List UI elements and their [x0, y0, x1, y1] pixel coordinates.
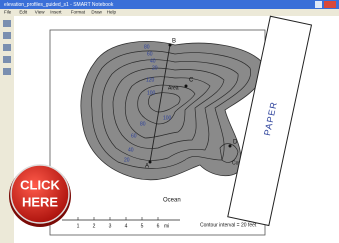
menu-item[interactable]: File — [4, 10, 12, 15]
scale-label: 4 — [125, 223, 128, 229]
scale-label: 1 — [77, 223, 80, 229]
menu-item[interactable]: Edit — [19, 10, 28, 15]
point-marker — [229, 145, 232, 148]
point-marker — [185, 85, 188, 88]
menu-item[interactable]: Draw — [91, 10, 102, 15]
point-label: B — [172, 39, 176, 45]
contour-label: 40 — [150, 58, 156, 64]
contour-label: 80 — [144, 44, 150, 50]
scale-label: 3 — [109, 223, 112, 229]
menu-item[interactable]: Help — [107, 10, 117, 15]
button-text[interactable]: CLICK — [20, 177, 60, 192]
menu-item[interactable]: Insert — [50, 10, 62, 15]
contour-interval: Contour interval = 20 feet — [200, 222, 257, 228]
menu-item[interactable]: View — [35, 10, 45, 15]
contour-label: 80 — [140, 121, 146, 127]
click-here-button[interactable]: CLICK HERE — [9, 165, 71, 227]
screen: elevation_profiles_guided_s1 - SMART Not… — [0, 0, 339, 243]
scale-label: 5 — [141, 223, 144, 229]
scale-unit: mi — [164, 223, 169, 229]
tool-icon[interactable] — [3, 32, 11, 39]
tool-icon[interactable] — [3, 20, 11, 27]
contour-label: 60 — [131, 133, 137, 139]
contour-label: 20 — [124, 157, 130, 163]
tool-icon[interactable] — [3, 56, 11, 63]
page: elevation_profiles_guided_s1 - SMART Not… — [0, 0, 339, 243]
menu-item[interactable]: Format — [71, 10, 86, 15]
tool-icon[interactable] — [3, 44, 11, 51]
contour-label: 40 — [128, 147, 134, 153]
point-label: D — [233, 140, 238, 146]
contour-label: 100 — [147, 90, 156, 96]
contour-label: 60 — [147, 51, 153, 57]
scale-label: 6 — [157, 223, 160, 229]
area-label: Area — [168, 85, 179, 91]
point-label: C — [189, 78, 194, 84]
tool-icon[interactable] — [3, 68, 11, 75]
point-label: A — [145, 164, 149, 170]
scale-label: 2 — [93, 223, 96, 229]
contour-label: 20 — [152, 65, 158, 71]
maximize-button[interactable] — [315, 1, 322, 8]
button-text[interactable]: HERE — [22, 194, 58, 209]
close-button[interactable] — [324, 1, 336, 8]
contour-label: 120 — [146, 77, 155, 83]
contour-label: 100 — [163, 115, 172, 121]
window-title: elevation_profiles_guided_s1 - SMART Not… — [4, 2, 114, 8]
ocean-label: Ocean — [163, 198, 181, 204]
